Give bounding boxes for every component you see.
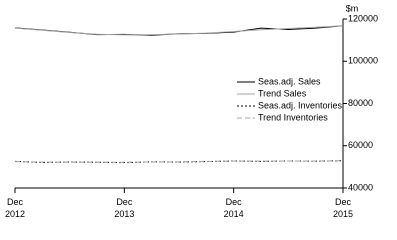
y-tick-label: 80000: [348, 98, 373, 108]
legend-label: Seas.adj. Sales: [258, 76, 321, 86]
x-tick-label: Dec 2012: [5, 197, 25, 219]
x-tick-label: Dec 2015: [333, 197, 353, 219]
legend-label: Trend Sales: [258, 88, 307, 98]
chart: $m 40000 60000 80000 100000 120000 Dec 2012 Dec…: [5, 3, 378, 219]
x-tick-label: Dec 2013: [114, 197, 134, 219]
y-unit: $m: [346, 3, 359, 13]
y-tick-label: 60000: [348, 140, 373, 150]
legend-label: Trend Inventories: [258, 112, 328, 122]
y-tick-label: 100000: [348, 56, 378, 66]
legend-label: Seas.adj. Inventories: [258, 100, 343, 110]
y-tick-label: 120000: [348, 13, 378, 23]
x-tick-label: Dec 2014: [224, 197, 244, 219]
page: $m 40000 60000 80000 100000 120000 Dec 2012 Dec…: [4, 3, 379, 220]
series-line: [14, 25, 344, 36]
series-line: [14, 160, 344, 163]
y-tick-label: 40000: [348, 182, 373, 192]
